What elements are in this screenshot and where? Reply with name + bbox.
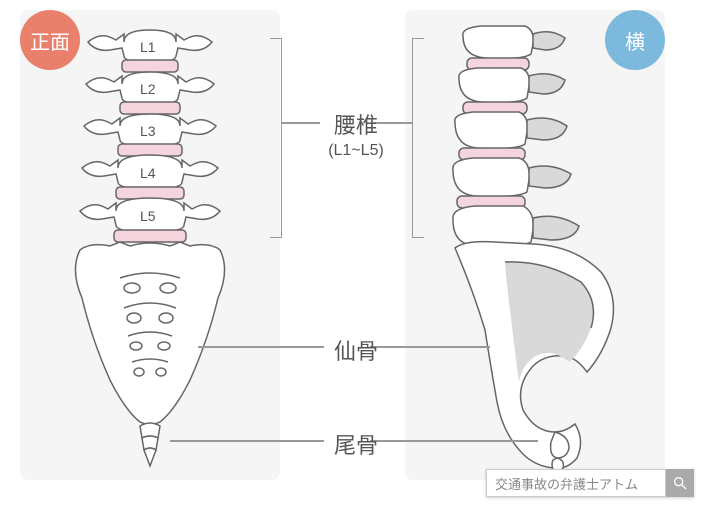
leader-lumbar-left [282, 122, 320, 124]
leader-sacrum-left [198, 346, 324, 348]
leader-coccyx-right [370, 440, 538, 442]
spine-side-illustration [405, 10, 665, 480]
panel-front: 正面 [20, 10, 280, 480]
search-bar [486, 469, 694, 497]
search-input[interactable] [486, 469, 666, 497]
vertebra-label-l5: L5 [140, 208, 156, 224]
vertebra-label-l2: L2 [140, 81, 156, 97]
vertebra-label-l1: L1 [140, 39, 156, 55]
leader-coccyx-left [170, 440, 324, 442]
search-icon [672, 475, 688, 491]
search-button[interactable] [666, 469, 694, 497]
label-lumbar: 腰椎 [328, 108, 384, 140]
label-lumbar-group: 腰椎 (L1~L5) [328, 108, 384, 160]
label-lumbar-range: (L1~L5) [328, 142, 384, 160]
leader-sacrum-right [370, 346, 490, 348]
panel-side: 横 [405, 10, 665, 480]
bracket-right-lumbar [412, 38, 424, 238]
label-sacrum: 仙骨 [334, 334, 378, 366]
label-coccyx: 尾骨 [334, 428, 378, 460]
vertebra-label-l4: L4 [140, 165, 156, 181]
bracket-left-lumbar [270, 38, 282, 238]
vertebra-label-l3: L3 [140, 123, 156, 139]
